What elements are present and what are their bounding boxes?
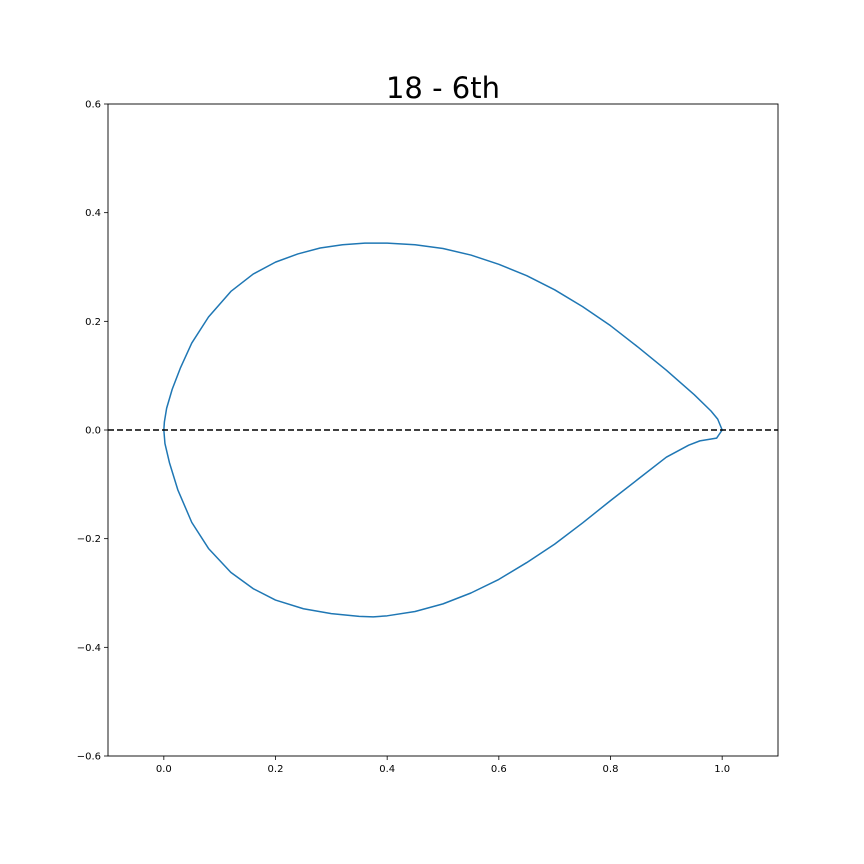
y-tick-label: 0.0	[85, 426, 101, 437]
x-tick-label: 0.2	[268, 764, 284, 775]
axes-frame	[107, 103, 779, 757]
y-tick-label: 0.2	[85, 317, 101, 328]
y-tick-label: 0.6	[85, 100, 101, 111]
y-tick-label: −0.2	[77, 534, 101, 545]
series-curve-0	[163, 242, 723, 618]
x-tick-label: 0.6	[491, 764, 507, 775]
x-tick-label: 0.4	[379, 764, 395, 775]
axis-ticks: 0.0 0.2 0.4 0.6 0.8 1.0 −0.6 −0.4 −0.2 0.0 0.2 0.4 0…	[77, 100, 730, 776]
y-tick-label: −0.4	[77, 643, 101, 654]
plot-area	[108, 242, 778, 618]
x-tick-label: 0.8	[603, 764, 619, 775]
y-tick-label: −0.6	[77, 752, 101, 763]
x-tick-label: 1.0	[714, 764, 730, 775]
chart-title: 18 - 6th	[386, 71, 500, 105]
y-tick-label: 0.4	[85, 208, 101, 219]
x-tick-label: 0.0	[156, 764, 172, 775]
